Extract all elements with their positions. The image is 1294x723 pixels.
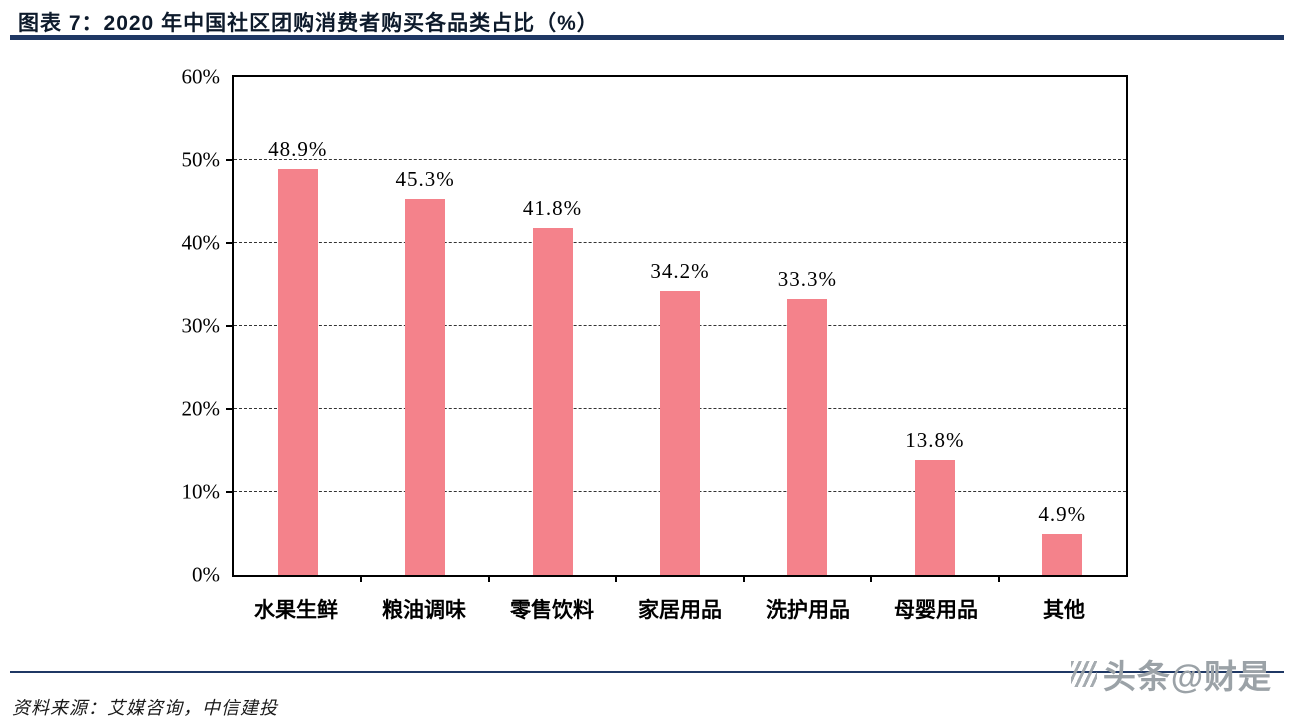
x-axis-category-label: 粮油调味 <box>382 599 466 622</box>
bar-value-label: 41.8% <box>522 196 583 221</box>
x-axis-tick-mark <box>615 575 618 582</box>
x-axis-tick-mark <box>487 575 490 582</box>
bar <box>532 228 573 575</box>
y-axis-tick-mark <box>226 325 234 327</box>
y-axis-tick-label: 0% <box>192 562 220 587</box>
x-axis-category-label: 母婴用品 <box>894 599 978 622</box>
x-axis-category-label: 其他 <box>1043 599 1085 622</box>
toutiao-logo-icon <box>1070 661 1097 687</box>
x-axis-tick-mark <box>997 575 1000 582</box>
y-axis-tick-label: 30% <box>181 313 221 338</box>
y-axis-tick-mark <box>226 242 234 244</box>
gridline <box>234 159 1126 160</box>
bar-column: 4.9% <box>999 77 1126 575</box>
bar <box>405 199 446 575</box>
bar-value-label: 34.2% <box>650 259 710 284</box>
bar-value-label: 13.8% <box>905 428 965 453</box>
source-note: 资料来源：艾媒咨询，中信建投 <box>12 698 278 718</box>
header-divider <box>10 35 1284 40</box>
bar-column: 48.9% <box>234 77 361 575</box>
y-axis-tick-label: 50% <box>181 147 221 172</box>
bar-column: 45.3% <box>361 77 488 575</box>
x-labels-row: 水果生鲜 粮油调味 零售饮料 家居用品 洗护用品 母婴用品 其他 <box>232 594 1128 624</box>
x-axis-tick-mark <box>870 575 873 582</box>
bar-column: 13.8% <box>871 77 998 575</box>
bar <box>659 291 700 575</box>
y-axis-tick-mark <box>226 159 234 161</box>
x-axis-tick-mark <box>360 575 363 582</box>
bar-value-label: 48.9% <box>268 137 328 162</box>
x-axis-category-label: 洗护用品 <box>766 599 850 622</box>
y-axis-tick-label: 20% <box>181 396 221 421</box>
y-axis-tick-mark <box>226 408 234 410</box>
bar-column: 33.3% <box>744 77 871 575</box>
x-axis-category-label: 零售饮料 <box>510 599 594 622</box>
bar <box>787 298 828 575</box>
toutiao-watermark: 头条@财是 <box>1070 650 1272 698</box>
bar <box>1042 534 1083 575</box>
y-axis-tick-label: 60% <box>181 64 221 89</box>
bar <box>277 169 318 575</box>
bar <box>914 460 955 575</box>
footer-divider <box>10 671 1284 673</box>
x-axis-category-label: 水果生鲜 <box>254 599 338 622</box>
y-axis-tick-label: 40% <box>181 230 221 255</box>
bar-column: 34.2% <box>616 77 743 575</box>
watermark-text: 头条@财是 <box>1102 658 1272 695</box>
y-axis-tick-mark <box>226 491 234 493</box>
bar-value-label: 4.9% <box>1038 502 1087 527</box>
plot-area: 0% 10% 20% 30% 40% 50% 60% 48.9% 45.3% 41.8% 34.2%… <box>182 65 1128 587</box>
x-axis-tick-mark <box>742 575 745 582</box>
gridline <box>234 242 1126 243</box>
x-axis-category-label: 家居用品 <box>638 599 722 622</box>
bar-column: 41.8% <box>489 77 616 575</box>
y-axis-tick-label: 10% <box>181 479 221 504</box>
bars-container: 48.9% 45.3% 41.8% 34.2% 33.3% 13.8% 4.9% <box>234 77 1126 575</box>
bar-value-label: 33.3% <box>777 266 838 291</box>
bar-value-label: 45.3% <box>395 167 455 192</box>
chart-title: 图表 7：2020 年中国社区团购消费者购买各品类占比（%） <box>18 12 599 35</box>
